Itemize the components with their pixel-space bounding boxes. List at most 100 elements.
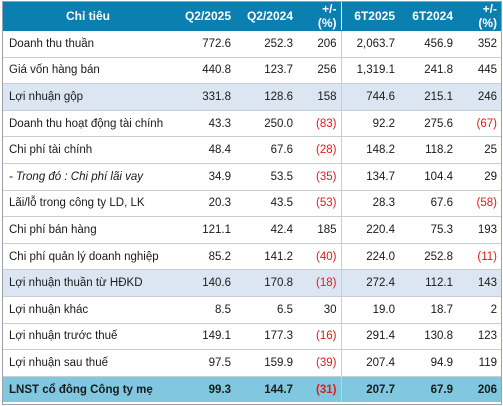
row-value: 112.1 xyxy=(399,269,457,297)
row-value: 445 xyxy=(457,57,501,85)
row-value: 440.8 xyxy=(173,57,235,85)
row-value: 291.4 xyxy=(340,323,399,351)
row-value: 246 xyxy=(457,83,501,111)
row-value: 170.8 xyxy=(235,269,297,297)
row-value: 159.9 xyxy=(235,349,297,377)
row-value: 144.7 xyxy=(235,376,297,403)
row-value: 141.2 xyxy=(235,243,297,271)
row-value: 250.0 xyxy=(235,110,297,138)
row-value: 140.6 xyxy=(173,269,235,297)
table-row: Giá vốn hàng bán 440.8 123.7 256 1,319.1 241.… xyxy=(3,57,501,85)
row-value: (40) xyxy=(297,243,341,271)
row-value: 123.7 xyxy=(235,57,297,85)
row-value: 85.2 xyxy=(173,243,235,271)
row-value: 2,063.7 xyxy=(340,30,399,58)
row-value: 256 xyxy=(297,57,341,85)
row-value: 177.3 xyxy=(235,323,297,351)
table-row: Doanh thu hoạt động tài chính 43.3 250.0 (8… xyxy=(3,110,501,138)
row-label: Giá vốn hàng bán xyxy=(3,57,173,85)
row-value: 118.2 xyxy=(399,136,457,164)
row-value: (53) xyxy=(297,190,341,218)
row-value: 456.9 xyxy=(399,30,457,58)
row-value: 331.8 xyxy=(173,83,235,111)
table-row: Lợi nhuận trước thuế 149.1 177.3 (16) 291.4 1… xyxy=(3,323,501,351)
row-value: 744.6 xyxy=(340,83,399,111)
row-value: (11) xyxy=(457,243,501,271)
row-value: 121.1 xyxy=(173,216,235,244)
table-row: Chi phí tài chính 48.4 67.6 (28) 148.2 118.2 2… xyxy=(3,136,501,164)
header-6t2025: 6T2025 xyxy=(340,2,399,31)
row-value: 104.4 xyxy=(399,163,457,191)
row-label: Lợi nhuận khác xyxy=(3,296,173,324)
row-value: (31) xyxy=(297,376,341,403)
header-q-change: +/- (%) xyxy=(297,2,341,31)
row-value: 43.5 xyxy=(235,190,297,218)
row-value: (16) xyxy=(297,323,341,351)
row-value: 224.0 xyxy=(340,243,399,271)
row-value: 53.5 xyxy=(235,163,297,191)
row-label: Doanh thu hoạt động tài chính xyxy=(3,110,173,138)
table-row: Chi phí quản lý doanh nghiệp 85.2 141.2 (40… xyxy=(3,243,501,271)
header-q2-2024: Q2/2024 xyxy=(235,2,297,31)
row-value: 1,319.1 xyxy=(340,57,399,85)
row-value: 158 xyxy=(297,83,341,111)
row-value: 6.5 xyxy=(235,296,297,324)
header-indicator: Chỉ tiêu xyxy=(3,2,173,31)
row-value: (83) xyxy=(297,110,341,138)
row-value: 772.6 xyxy=(173,30,235,58)
row-value: 123 xyxy=(457,323,501,351)
row-value: 207.4 xyxy=(340,349,399,377)
row-value: 75.3 xyxy=(399,216,457,244)
row-value: 149.1 xyxy=(173,323,235,351)
row-label: LNST cổ đông Công ty mẹ xyxy=(3,376,173,403)
row-value: 29 xyxy=(457,163,501,191)
row-value: 67.6 xyxy=(399,190,457,218)
row-value: 130.8 xyxy=(399,323,457,351)
table-row: Doanh thu thuần 772.6 252.3 206 2,063.7 456.9… xyxy=(3,30,501,58)
row-value: 43.3 xyxy=(173,110,235,138)
row-label: Chi phí bán hàng xyxy=(3,216,173,244)
table-header-row: Chỉ tiêu Q2/2025 Q2/2024 +/- (%) 6T2025 … xyxy=(3,2,501,31)
row-value: 148.2 xyxy=(340,136,399,164)
row-value: 128.6 xyxy=(235,83,297,111)
row-label: Chi phí tài chính xyxy=(3,136,173,164)
row-value: 272.4 xyxy=(340,269,399,297)
row-value: 185 xyxy=(297,216,341,244)
table-row: Lợi nhuận khác 8.5 6.5 30 19.0 18.7 2 xyxy=(3,296,501,324)
row-value: 99.3 xyxy=(173,376,235,403)
row-value: 206 xyxy=(297,30,341,58)
row-value: 143 xyxy=(457,269,501,297)
row-value: 252.8 xyxy=(399,243,457,271)
row-value: 134.7 xyxy=(340,163,399,191)
row-value: 20.3 xyxy=(173,190,235,218)
row-value: 30 xyxy=(297,296,341,324)
row-value: 97.5 xyxy=(173,349,235,377)
header-6t-change: +/- (%) xyxy=(457,2,501,31)
row-value: (39) xyxy=(297,349,341,377)
row-value: 48.4 xyxy=(173,136,235,164)
row-value: 220.4 xyxy=(340,216,399,244)
row-value: 42.4 xyxy=(235,216,297,244)
row-value: 252.3 xyxy=(235,30,297,58)
header-q2-2025: Q2/2025 xyxy=(173,2,235,31)
table-row: - Trong đó : Chi phí lãi vay 34.9 53.5 (35)… xyxy=(3,163,501,191)
row-value: 67.9 xyxy=(399,376,457,403)
row-value: 241.8 xyxy=(399,57,457,85)
row-label: Lợi nhuận trước thuế xyxy=(3,323,173,351)
row-value: 206 xyxy=(457,376,501,403)
row-value: (28) xyxy=(297,136,341,164)
row-value: 67.6 xyxy=(235,136,297,164)
row-value: 193 xyxy=(457,216,501,244)
row-value: 94.9 xyxy=(399,349,457,377)
row-label: Lợi nhuận thuần từ HĐKD xyxy=(3,269,173,297)
row-value: (67) xyxy=(457,110,501,138)
table-row: Lợi nhuận thuần từ HĐKD 140.6 170.8 (18) 272… xyxy=(3,269,501,297)
table-row: Chi phí bán hàng 121.1 42.4 185 220.4 75.3 193 xyxy=(3,216,501,244)
row-value: 275.6 xyxy=(399,110,457,138)
row-value: 352 xyxy=(457,30,501,58)
row-value: 207.7 xyxy=(340,376,399,403)
row-label: - Trong đó : Chi phí lãi vay xyxy=(3,163,173,191)
row-value: 19.0 xyxy=(340,296,399,324)
row-label: Doanh thu thuần xyxy=(3,30,173,58)
